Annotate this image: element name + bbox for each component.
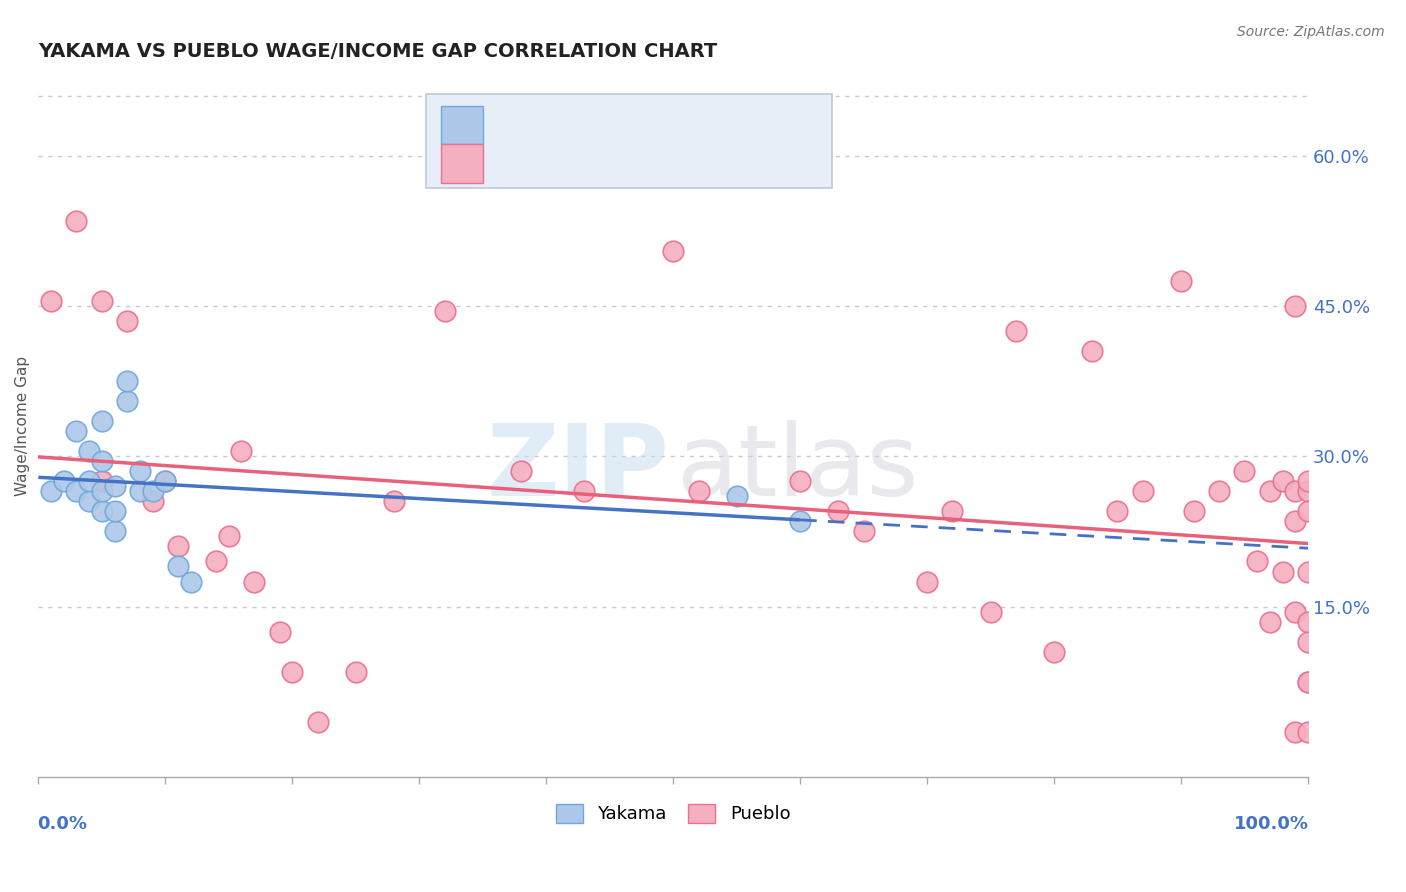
Point — [90, 475, 112, 489]
Point — [1296, 484, 1319, 499]
Point — [382, 494, 405, 508]
Point — [1296, 475, 1319, 489]
Text: atlas: atlas — [676, 420, 918, 517]
Point — [142, 494, 165, 508]
Point — [39, 294, 62, 309]
Text: Source: ZipAtlas.com: Source: ZipAtlas.com — [1237, 25, 1385, 39]
Point — [115, 394, 138, 409]
FancyBboxPatch shape — [441, 105, 482, 145]
Point — [65, 214, 87, 228]
Point — [1271, 475, 1294, 489]
Point — [167, 559, 190, 574]
FancyBboxPatch shape — [426, 94, 832, 188]
Point — [1296, 504, 1319, 518]
Point — [155, 475, 177, 489]
Point — [77, 444, 100, 458]
Text: 0.0%: 0.0% — [37, 815, 87, 833]
Point — [65, 425, 87, 439]
Point — [1284, 724, 1306, 739]
Point — [269, 624, 291, 639]
Point — [90, 454, 112, 468]
Point — [77, 475, 100, 489]
Point — [1043, 644, 1066, 658]
Point — [789, 475, 811, 489]
Point — [1005, 324, 1028, 338]
Point — [852, 524, 875, 539]
Point — [1208, 484, 1230, 499]
Text: -0.087: -0.087 — [546, 154, 606, 173]
Text: ZIP: ZIP — [486, 420, 669, 517]
Point — [1296, 674, 1319, 689]
Point — [115, 314, 138, 328]
Point — [1271, 565, 1294, 579]
Point — [789, 515, 811, 529]
Point — [1081, 344, 1104, 359]
Text: R =: R = — [494, 116, 530, 134]
Point — [433, 304, 456, 318]
Point — [1284, 605, 1306, 619]
Point — [1296, 565, 1319, 579]
Point — [979, 605, 1001, 619]
Point — [205, 554, 228, 568]
Point — [231, 444, 253, 458]
Text: 0.071: 0.071 — [557, 116, 609, 134]
Point — [129, 484, 152, 499]
Point — [103, 504, 125, 518]
Point — [65, 484, 87, 499]
Point — [725, 490, 748, 504]
Text: 100.0%: 100.0% — [1234, 815, 1309, 833]
Point — [1107, 504, 1129, 518]
Point — [115, 375, 138, 389]
Point — [103, 479, 125, 493]
Text: N =: N = — [648, 116, 685, 134]
Point — [827, 504, 849, 518]
Point — [1296, 615, 1319, 629]
Point — [688, 484, 710, 499]
Text: N =: N = — [648, 154, 685, 173]
Point — [1258, 484, 1281, 499]
Point — [1284, 484, 1306, 499]
Point — [281, 665, 304, 679]
Text: 24: 24 — [704, 116, 728, 134]
Text: YAKAMA VS PUEBLO WAGE/INCOME GAP CORRELATION CHART: YAKAMA VS PUEBLO WAGE/INCOME GAP CORRELA… — [38, 42, 717, 61]
FancyBboxPatch shape — [441, 145, 482, 183]
Point — [307, 714, 329, 729]
Point — [574, 484, 596, 499]
Point — [1284, 515, 1306, 529]
Point — [90, 504, 112, 518]
Point — [1246, 554, 1268, 568]
Point — [1170, 274, 1192, 288]
Point — [1233, 465, 1256, 479]
Point — [103, 524, 125, 539]
Point — [1296, 724, 1319, 739]
Point — [662, 244, 685, 259]
Point — [1296, 634, 1319, 648]
Point — [1284, 299, 1306, 313]
Point — [180, 574, 202, 589]
Point — [509, 465, 531, 479]
Point — [90, 414, 112, 428]
Point — [77, 494, 100, 508]
Point — [39, 484, 62, 499]
Point — [167, 540, 190, 554]
Point — [344, 665, 367, 679]
Point — [1296, 674, 1319, 689]
Point — [142, 484, 165, 499]
Text: R =: R = — [494, 154, 530, 173]
Text: 56: 56 — [704, 154, 728, 173]
Point — [243, 574, 266, 589]
Legend: Yakama, Pueblo: Yakama, Pueblo — [548, 797, 797, 830]
Point — [915, 574, 938, 589]
Point — [1132, 484, 1154, 499]
Point — [941, 504, 963, 518]
Point — [90, 484, 112, 499]
Point — [1182, 504, 1205, 518]
Point — [90, 294, 112, 309]
Point — [218, 529, 240, 543]
Point — [52, 475, 75, 489]
Point — [129, 465, 152, 479]
Point — [155, 475, 177, 489]
Point — [1258, 615, 1281, 629]
Y-axis label: Wage/Income Gap: Wage/Income Gap — [15, 356, 30, 497]
